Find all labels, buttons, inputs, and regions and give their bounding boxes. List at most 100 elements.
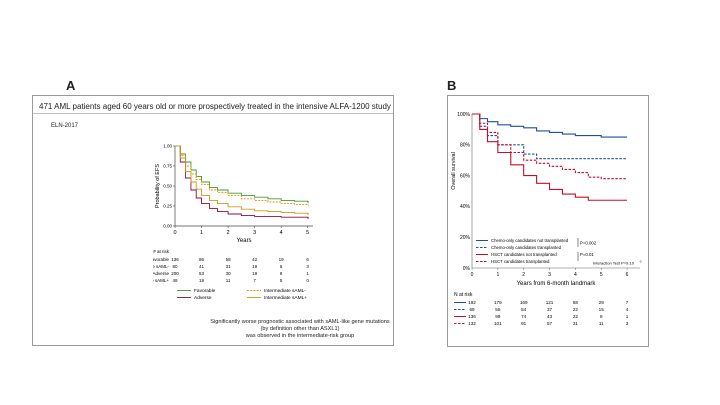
- panel-a-caption: Significantly worse prognostic associate…: [205, 319, 395, 340]
- os-risk-cell: 15: [599, 307, 605, 312]
- efs-legend-label: Intermediate sAML+: [264, 295, 307, 301]
- os-risk-cell: 7: [626, 300, 629, 305]
- os-risk-cell: 99: [495, 314, 501, 319]
- risk-cell: 42: [252, 257, 258, 262]
- title-divider: [33, 113, 393, 114]
- risk-cell: 19: [279, 257, 285, 262]
- mut-count: #54: [111, 246, 122, 253]
- efs-series-line-adverse: [175, 145, 310, 219]
- eln-count: #129: [63, 206, 77, 212]
- os-risk-cell: 43: [547, 314, 553, 319]
- efs-x-tick-label: 2: [227, 230, 230, 236]
- os-legend-label: HSCT candidates transplanted: [491, 259, 550, 264]
- efs-series-line-favorable: [175, 145, 310, 203]
- risk-cell: 136: [171, 257, 179, 262]
- os-risk-cell: 101: [494, 321, 502, 326]
- efs-x-tick-label: 3: [253, 230, 256, 236]
- efs-series-line-intermediate-saml: [175, 145, 310, 215]
- risk-cell: 5: [280, 278, 283, 283]
- efs-x-tick-label: 4: [280, 230, 283, 236]
- mut-count: #141: [110, 290, 124, 297]
- mut-label: sAML-like mut.: [97, 180, 137, 186]
- risk-cell: 53: [199, 271, 205, 276]
- os-series-line-1: [472, 113, 628, 138]
- mut-block-int: #80: [97, 188, 137, 218]
- risk-cell: 19: [252, 264, 258, 269]
- efs-y-tick-label: 0.50: [163, 184, 172, 189]
- os-x-tick-label: 5: [600, 272, 603, 278]
- os-y-axis-title: Overall survival: [451, 152, 457, 190]
- risk-cell: 11: [226, 278, 231, 283]
- mut-block-fav: #100: [97, 132, 137, 172]
- efs-y-tick-label: 0.25: [163, 204, 172, 209]
- os-x-tick-label: 0: [471, 272, 474, 278]
- n-at-risk-label: N at risk: [454, 292, 473, 298]
- mut-block-fav-saml: #33 sAML-like mut.: [97, 173, 137, 187]
- risk-row-label: Adverse: [153, 271, 169, 276]
- efs-chart: 0.00 0.25 0.50 0.75 1.00 0 1 2 3 4 5 Years Probabili…: [153, 144, 313, 301]
- efs-y-tick-label: 1.00: [163, 144, 172, 149]
- os-legend-label: Chemo-only candidates transplanted: [491, 245, 562, 250]
- os-y-tick-label: 80%: [460, 143, 471, 149]
- efs-series-line-intermediate-saml: [175, 145, 310, 206]
- os-risk-cell: 132: [468, 321, 476, 326]
- os-risk-cell: 179: [494, 300, 502, 305]
- os-risk-cell: 91: [521, 321, 527, 326]
- efs-legend-label: Favorable: [194, 288, 216, 294]
- os-legend-label: Chemo-only candidates not transplanted: [491, 238, 569, 243]
- os-risk-cell: 22: [573, 307, 579, 312]
- os-risk-cell: 54: [521, 307, 527, 312]
- os-risk-cell: 74: [521, 314, 527, 319]
- eln-count: #195: [63, 279, 77, 285]
- risk-cell: 6: [280, 264, 283, 269]
- efs-legend-label: Adverse: [194, 295, 212, 301]
- os-risk-cell: 121: [546, 300, 554, 305]
- eln-block-favorable: #130 favorable: [47, 132, 93, 187]
- os-x-tick-label: 3: [548, 272, 551, 278]
- caption-line-3: was observed in the intermediate-risk gr…: [245, 333, 355, 339]
- risk-cell: 7: [253, 278, 256, 283]
- eln-block-intermediate: #129 intermediate: [47, 188, 93, 238]
- os-risk-cell: 136: [468, 314, 476, 319]
- os-series-line-2: [472, 113, 628, 160]
- interaction-exponent: -3: [639, 260, 642, 264]
- os-chart: 0% 20% 40% 60% 80% 100% 0 1 2 3 4 5 6 Years from 6-mo…: [451, 112, 642, 326]
- risk-cell: 41: [199, 264, 205, 269]
- os-risk-cell: 68: [573, 300, 579, 305]
- os-risk-cell: 31: [573, 321, 579, 326]
- efs-x-tick-label: 5: [306, 230, 309, 236]
- risk-row-label: Favorable: [153, 257, 169, 262]
- mut-count: #80: [111, 199, 122, 206]
- efs-y-tick-label: 0.75: [163, 164, 172, 169]
- os-y-tick-label: 60%: [460, 173, 471, 179]
- os-x-tick-label: 6: [626, 272, 629, 278]
- os-risk-cell: 69: [469, 307, 475, 312]
- os-legend-label: HSCT candidates not transplanted: [491, 252, 557, 257]
- risk-cell: 49: [172, 278, 178, 283]
- mut-block-int-saml: #49 sAML-like mut.: [97, 219, 137, 238]
- mut-label: sAML-like mut.: [97, 297, 137, 304]
- mut-block-adv: #54: [97, 239, 137, 261]
- eln-label: ELN-2017: [51, 123, 79, 129]
- risk-cell: 19: [252, 271, 258, 276]
- eln-count: #130: [63, 152, 77, 159]
- os-series-line-4: [472, 113, 628, 180]
- os-x-tick-label: 4: [574, 272, 577, 278]
- risk-cell: 86: [199, 257, 205, 262]
- risk-cell: 58: [226, 257, 232, 262]
- p-value-chemo: P=0.002: [580, 241, 597, 246]
- risk-cell: 6: [306, 257, 309, 262]
- os-x-tick-label: 2: [522, 272, 525, 278]
- mut-count: #49: [111, 221, 122, 228]
- eln-label-text: favorable: [57, 159, 83, 166]
- eln-label-text: intermediate: [53, 213, 87, 219]
- panel-a-letter: A: [66, 78, 76, 93]
- panel-a: 471 AML patients aged 60 years old or mo…: [32, 95, 394, 346]
- os-risk-cell: 169: [520, 300, 528, 305]
- mut-count: #100: [110, 148, 124, 155]
- eln-block-adverse: #195 adverse: [47, 239, 93, 333]
- os-risk-cell: 4: [626, 307, 629, 312]
- os-risk-cell: 11: [599, 321, 604, 326]
- efs-y-axis-title: Probability of EFS: [155, 164, 161, 208]
- os-risk-cell: 3: [626, 321, 629, 326]
